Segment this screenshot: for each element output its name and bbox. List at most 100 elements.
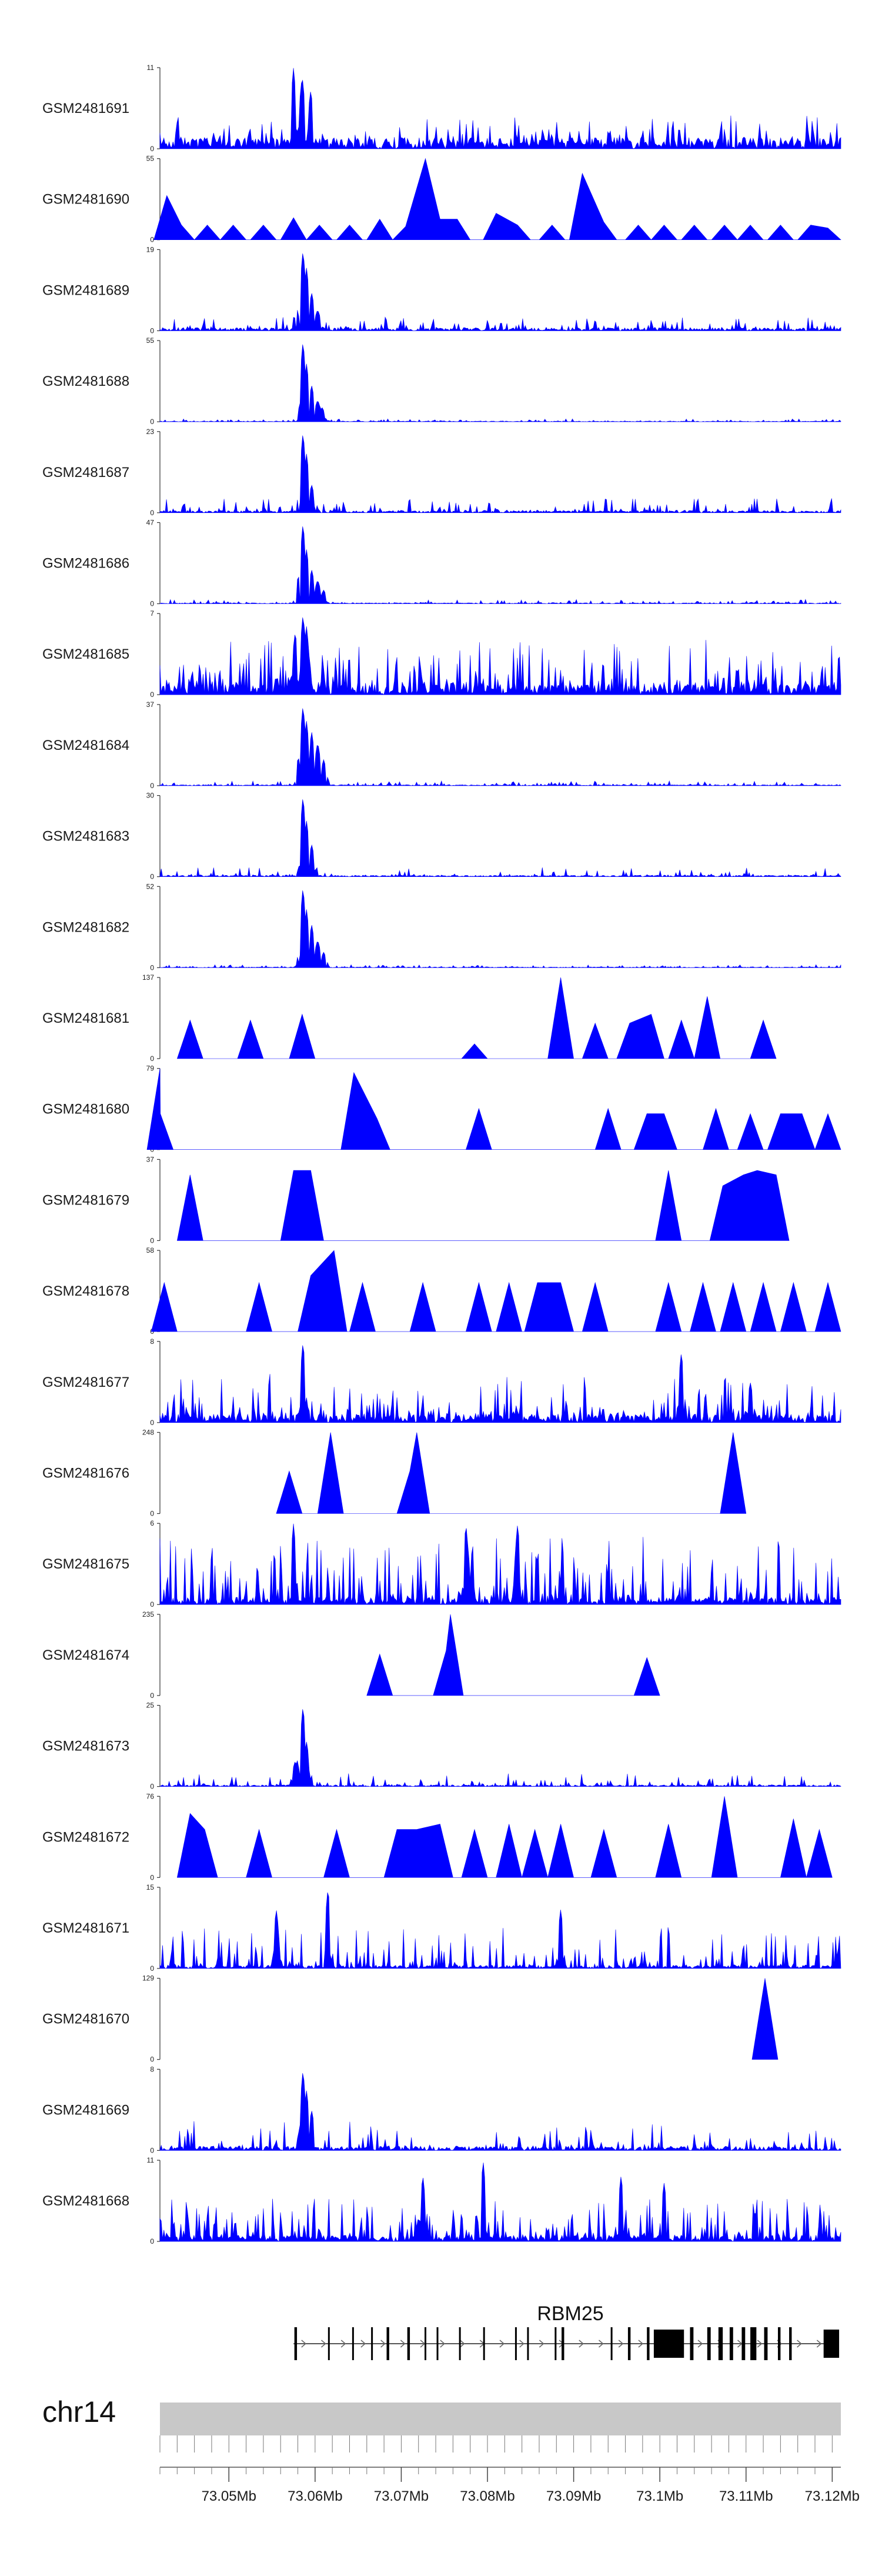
track-GSM2481679: GSM2481679 37 0 xyxy=(42,1155,790,1244)
track-label: GSM2481674 xyxy=(42,1647,129,1663)
signal-area xyxy=(159,68,841,149)
y-max-label: 79 xyxy=(146,1065,155,1073)
x-tick-label: 73.1Mb xyxy=(636,2488,683,2504)
x-tick-label: 73.08Mb xyxy=(460,2488,514,2504)
y-max-label: 30 xyxy=(146,792,155,800)
signal-area xyxy=(159,2163,841,2243)
strand-arrow xyxy=(797,2340,802,2348)
strand-arrow xyxy=(440,2340,445,2348)
signal-area xyxy=(366,1614,660,1696)
track-label: GSM2481688 xyxy=(42,373,129,389)
track-label: GSM2481669 xyxy=(42,2102,129,2118)
y-max-label: 58 xyxy=(146,1246,155,1254)
y-max-label: 8 xyxy=(150,2065,154,2073)
y-max-label: 76 xyxy=(146,1792,155,1800)
strand-arrow xyxy=(638,2340,644,2348)
gene-exon xyxy=(729,2327,733,2360)
y-min-label: 0 xyxy=(150,600,154,608)
y-max-label: 8 xyxy=(150,1337,154,1346)
signal-area xyxy=(159,2073,841,2151)
signal-area xyxy=(159,799,841,877)
strand-arrow xyxy=(340,2340,346,2348)
track-label: GSM2481691 xyxy=(42,101,129,116)
signal-area xyxy=(159,708,841,786)
gene-exon xyxy=(527,2327,529,2360)
y-max-label: 235 xyxy=(142,1610,154,1619)
strand-arrow xyxy=(579,2340,584,2348)
track-label: GSM2481670 xyxy=(42,2011,129,2027)
signal-area xyxy=(176,1170,790,1241)
track-label: GSM2481673 xyxy=(42,1739,129,1754)
track-GSM2481673: GSM2481673 25 0 xyxy=(42,1701,841,1791)
track-GSM2481672: GSM2481672 76 0 xyxy=(42,1792,833,1881)
signal-area xyxy=(176,1796,833,1878)
signal-area xyxy=(159,1892,841,1969)
track-label: GSM2481671 xyxy=(42,1920,129,1936)
y-max-label: 23 xyxy=(146,428,155,436)
strand-arrow xyxy=(519,2340,524,2348)
gene-exon xyxy=(777,2327,781,2360)
gene-exon xyxy=(647,2327,650,2360)
y-min-label: 0 xyxy=(150,1783,154,1791)
gene-exon xyxy=(718,2327,723,2360)
track-GSM2481671: GSM2481671 15 0 xyxy=(42,1883,841,1973)
track-label: GSM2481672 xyxy=(42,1829,129,1845)
strand-arrow xyxy=(400,2340,406,2348)
x-tick-label: 73.06Mb xyxy=(288,2488,342,2504)
gene-exon xyxy=(459,2327,461,2360)
y-max-label: 37 xyxy=(146,700,155,709)
track-GSM2481688: GSM2481688 55 0 xyxy=(42,336,841,426)
gene-exon xyxy=(764,2327,768,2360)
track-label: GSM2481687 xyxy=(42,465,129,481)
strand-arrow xyxy=(599,2340,604,2348)
strand-arrow xyxy=(539,2340,544,2348)
y-min-label: 0 xyxy=(150,2056,154,2064)
y-min-label: 0 xyxy=(150,1055,154,1063)
y-max-label: 6 xyxy=(150,1519,154,1527)
track-GSM2481670: GSM2481670 129 0 xyxy=(42,1974,779,2064)
y-min-label: 0 xyxy=(150,2146,154,2154)
signal-area xyxy=(751,1978,779,2060)
x-tick-label: 73.09Mb xyxy=(546,2488,601,2504)
y-min-label: 0 xyxy=(150,963,154,972)
x-tick-label: 73.11Mb xyxy=(719,2488,773,2504)
gene-exon xyxy=(750,2327,757,2360)
y-min-label: 0 xyxy=(150,2237,154,2245)
gene-exon xyxy=(328,2327,330,2360)
signal-area xyxy=(159,617,841,696)
track-label: GSM2481668 xyxy=(42,2193,129,2209)
y-min-label: 0 xyxy=(150,236,154,244)
track-GSM2481674: GSM2481674 235 0 xyxy=(42,1610,660,1700)
y-min-label: 0 xyxy=(150,782,154,790)
track-GSM2481683: GSM2481683 30 0 xyxy=(42,792,841,881)
track-label: GSM2481683 xyxy=(42,829,129,845)
track-GSM2481686: GSM2481686 47 0 xyxy=(42,519,841,608)
gene-exon xyxy=(514,2327,517,2360)
y-max-label: 7 xyxy=(150,609,154,618)
ideogram-track: chr14 xyxy=(42,2395,841,2435)
signal-area xyxy=(151,1250,841,1332)
y-min-label: 0 xyxy=(150,418,154,426)
gene-label: RBM25 xyxy=(537,2303,603,2325)
track-GSM2481685: GSM2481685 7 0 xyxy=(42,609,841,699)
signal-area xyxy=(159,1709,841,1787)
track-GSM2481668: GSM2481668 11 0 xyxy=(42,2156,841,2245)
strand-arrow xyxy=(816,2340,822,2348)
track-GSM2481669: GSM2481669 8 0 xyxy=(42,2065,841,2154)
signal-area xyxy=(159,344,841,422)
gene-exon xyxy=(554,2327,557,2360)
track-GSM2481691: GSM2481691 11 0 xyxy=(42,64,841,153)
track-label: GSM2481684 xyxy=(42,738,129,753)
y-min-label: 0 xyxy=(150,1964,154,1973)
x-tick-label: 73.07Mb xyxy=(374,2488,429,2504)
track-GSM2481687: GSM2481687 23 0 xyxy=(42,428,841,517)
signal-area xyxy=(159,253,841,332)
gene-exon xyxy=(425,2327,427,2360)
track-label: GSM2481675 xyxy=(42,1556,129,1572)
track-GSM2481675: GSM2481675 6 0 xyxy=(42,1519,841,1609)
y-min-label: 0 xyxy=(150,326,154,335)
genome-axis: 73.05Mb 73.06Mb 73.07Mb 73.08Mb 73.09Mb 73.1M… xyxy=(159,2435,860,2504)
gene-exon xyxy=(562,2327,564,2360)
y-max-label: 37 xyxy=(146,1155,155,1163)
